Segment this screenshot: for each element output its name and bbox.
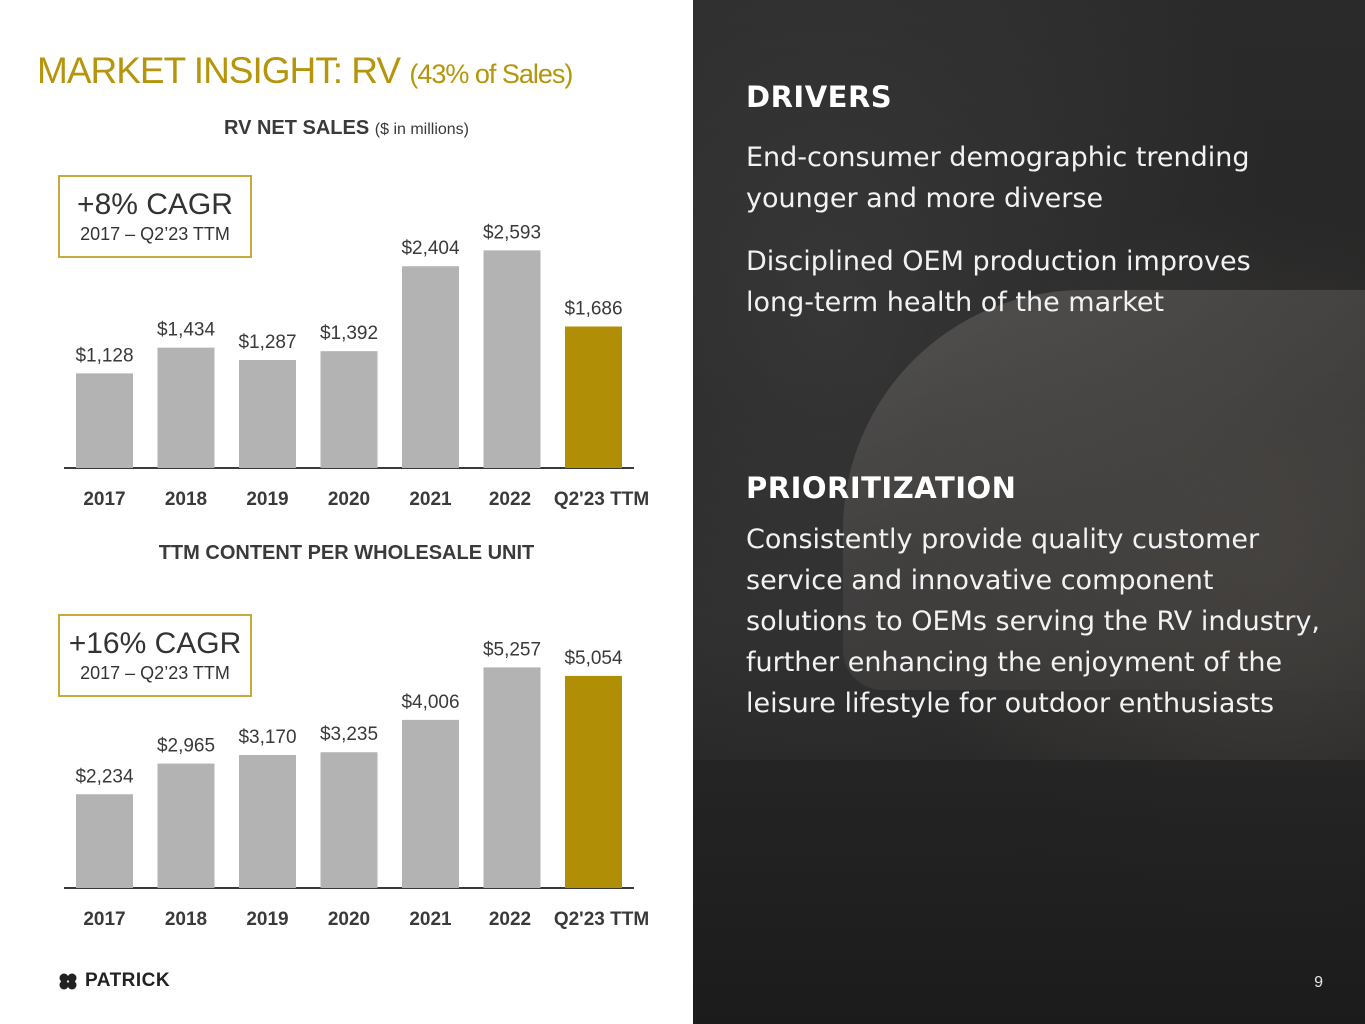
chart1-title-text: RV NET SALES [223,117,370,139]
chart1-value-label: $1,287 [238,332,296,353]
chart2-title-text: TTM CONTENT PER WHOLESALE UNIT [158,542,535,564]
right-panel: DRIVERS End-consumer demographic trendin… [693,0,1365,1024]
drivers-heading: DRIVERS [746,80,893,114]
content-per-unit-chart: $2,234 2017 $2,965 2018 $3,170 2019 $3,235 2020… [64,639,649,930]
chart2-bar-2021 [402,719,459,888]
chart2-bar-2019 [239,754,296,888]
chart1-cagr-period: 2017 – Q2’23 TTM [80,224,230,244]
rv-trailer-image [843,290,1365,690]
chart2-value-label: $3,235 [320,724,378,745]
chart1-title-unit: ($ in millions) [374,121,470,138]
chart2-cagr-box: +16% CAGR 2017 – Q2’23 TTM [58,614,252,697]
chart1-bar-2019 [239,359,296,468]
chart1-cagr-box: +8% CAGR 2017 – Q2’23 TTM [58,175,252,258]
drivers-point-2: Disciplined OEM production improves long… [746,246,1251,318]
chart1-title: RV NET SALES ($ in millions) [0,117,693,140]
page-title-main: MARKET INSIGHT: RV [37,50,401,91]
chart2-value-label: $4,006 [401,692,459,713]
page-title-sub: (43% of Sales) [409,59,573,89]
chart2-bar-q2-23-ttm [565,675,622,888]
chart1-tick-label: 2020 [328,489,370,510]
drivers-point-1: End-consumer demographic trending younge… [746,142,1250,214]
chart1-bar-2021 [402,266,459,468]
chart1-tick-label: 2017 [83,489,125,510]
chart2-title: TTM CONTENT PER WHOLESALE UNIT [0,542,693,565]
chart1-tick-label: 2021 [409,489,452,510]
chart2-tick-label: 2022 [489,909,531,930]
logo-text: PATRICK [85,970,171,991]
left-panel: MARKET INSIGHT: RV (43% of Sales) RV NET… [0,50,693,992]
chart1-tick-label: Q2'23 TTM [554,489,649,510]
chart2-value-label: $5,257 [483,639,541,660]
prioritization-text: Consistently provide quality customer se… [746,524,1321,719]
chart2-bar-2017 [76,794,133,888]
chart1-tick-label: 2019 [246,489,288,510]
chart2-value-label: $2,965 [157,736,215,757]
chart2-tick-label: 2018 [165,909,207,930]
page-number: 9 [1314,974,1323,991]
chart1-bar-2022 [483,250,541,468]
patrick-logo: PATRICK [57,970,170,992]
chart1-value-label: $2,593 [483,222,541,243]
chart2-bar-2020 [320,752,378,888]
chart1-bar-2018 [157,347,215,468]
prioritization-heading: PRIORITIZATION [746,471,1017,505]
chart2-value-label: $5,054 [564,648,623,669]
chart2-value-label: $2,234 [75,766,134,787]
clover-icon [59,973,77,990]
chart2-tick-label: 2017 [83,909,125,930]
chart2-cagr-value: +16% CAGR [68,627,242,660]
chart1-value-label: $1,392 [320,323,378,344]
chart1-bar-q2-23-ttm [565,326,622,468]
chart2-tick-label: Q2'23 TTM [554,909,649,930]
chart2-tick-label: 2021 [409,909,452,930]
chart2-tick-label: 2019 [246,909,288,930]
chart1-value-label: $1,686 [564,298,622,319]
chart1-bar-2017 [76,373,133,468]
chart1-value-label: $1,128 [75,345,133,366]
chart1-tick-label: 2018 [165,489,207,510]
rv-net-sales-chart: $1,128 2017 $1,434 2018 $1,287 2019 $1,392 2020… [64,222,649,510]
chart2-tick-label: 2020 [328,909,370,930]
chart2-bar-2018 [157,763,215,888]
chart1-value-label: $2,404 [401,238,460,259]
chart1-tick-label: 2022 [489,489,531,510]
chart1-cagr-value: +8% CAGR [77,188,233,221]
chart2-cagr-period: 2017 – Q2’23 TTM [80,663,230,683]
chart2-value-label: $3,170 [238,727,296,748]
chart2-bar-2022 [483,667,541,888]
ground-image [693,760,1365,1024]
page-title: MARKET INSIGHT: RV (43% of Sales) [37,50,573,92]
chart1-bar-2020 [320,351,378,468]
chart1-value-label: $1,434 [157,320,216,341]
